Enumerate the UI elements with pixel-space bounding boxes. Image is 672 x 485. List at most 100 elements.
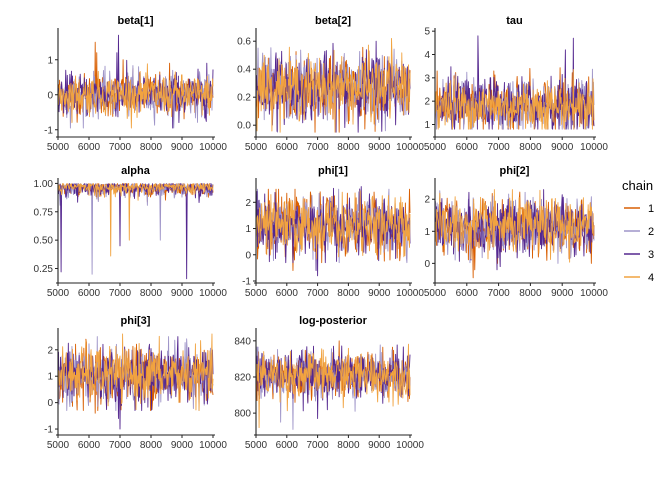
series-line-chain-4 xyxy=(255,343,411,429)
panel-title: beta[2] xyxy=(315,15,351,27)
x-tick-label: 6000 xyxy=(78,142,101,153)
y-tick-label: 3 xyxy=(424,73,430,84)
x-tick-label: 7000 xyxy=(306,142,329,153)
x-tick-label: 5000 xyxy=(47,288,70,299)
y-tick-label: 2 xyxy=(424,97,430,108)
y-tick-label: 4 xyxy=(424,50,430,61)
y-tick-label: 1 xyxy=(47,55,53,66)
y-tick-label: 0.2 xyxy=(237,93,251,104)
y-tick-label: -1 xyxy=(44,425,53,436)
x-tick-label: 10000 xyxy=(396,288,424,299)
x-tick-label: 7000 xyxy=(487,288,510,299)
x-tick-label: 9000 xyxy=(551,142,574,153)
x-tick-label: 8000 xyxy=(140,440,163,451)
x-tick-label: 5000 xyxy=(245,440,268,451)
x-tick-label: 5000 xyxy=(47,440,70,451)
panel-title: alpha xyxy=(121,165,151,177)
y-tick-label: 0.25 xyxy=(34,264,54,275)
x-tick-label: 6000 xyxy=(276,288,299,299)
y-tick-label: 0.50 xyxy=(34,236,54,247)
legend-label-chain-3: 3 xyxy=(648,249,654,261)
x-tick-label: 10000 xyxy=(580,288,608,299)
y-tick-label: 840 xyxy=(234,336,251,347)
x-tick-label: 6000 xyxy=(276,142,299,153)
y-tick-label: 0.4 xyxy=(237,65,251,76)
y-tick-label: 2 xyxy=(47,345,53,356)
panel-alpha: alpha 0.25 0.50 0.75 1.00 5000 6000 7000 8000 900… xyxy=(34,165,228,299)
y-tick-label: 0 xyxy=(245,250,251,261)
y-tick-label: 0.0 xyxy=(237,121,251,132)
x-tick-label: 9000 xyxy=(551,288,574,299)
y-tick-label: -1 xyxy=(44,125,53,136)
series-line-chain-4 xyxy=(434,189,595,263)
panel-beta-1-: beta[1] -1 0 1 5000 6000 7000 8000 9000 10000 xyxy=(44,15,227,153)
x-tick-label: 5000 xyxy=(245,288,268,299)
x-tick-label: 5000 xyxy=(245,142,268,153)
series-line-chain-4 xyxy=(57,183,214,257)
series-line-chain-3 xyxy=(57,182,214,280)
series-line-chain-3 xyxy=(255,344,411,419)
x-tick-label: 10000 xyxy=(580,142,608,153)
panel-beta-2-: beta[2] 0.0 0.2 0.4 0.6 5000 6000 7000 8000 9000 1… xyxy=(237,15,424,153)
x-tick-label: 10000 xyxy=(199,288,227,299)
series-line-chain-3 xyxy=(434,189,595,271)
x-tick-label: 6000 xyxy=(456,288,479,299)
panel-title: phi[3] xyxy=(121,315,151,327)
panel-phi-1-: phi[1] -1 0 1 2 5000 6000 7000 8000 9000 10000 xyxy=(242,165,424,299)
x-tick-label: 10000 xyxy=(199,142,227,153)
panel-log-posterior: log-posterior 800 820 840 5000 6000 7000 8000 90… xyxy=(234,315,424,451)
x-tick-label: 10000 xyxy=(199,440,227,451)
legend-label-chain-1: 1 xyxy=(648,203,654,215)
x-tick-label: 9000 xyxy=(171,142,194,153)
x-tick-label: 7000 xyxy=(487,142,510,153)
x-tick-label: 7000 xyxy=(109,142,132,153)
y-tick-label: 800 xyxy=(234,409,251,420)
series-line-chain-2 xyxy=(57,183,214,275)
panel-title: tau xyxy=(506,15,523,27)
x-tick-label: 8000 xyxy=(140,288,163,299)
panel-title: beta[1] xyxy=(117,15,153,27)
y-tick-label: 1 xyxy=(245,224,251,235)
series-line-chain-3 xyxy=(57,34,214,129)
x-tick-label: 7000 xyxy=(109,440,132,451)
x-tick-label: 7000 xyxy=(306,288,329,299)
legend: chain 1 2 3 4 xyxy=(622,178,654,284)
x-tick-label: 9000 xyxy=(171,288,194,299)
x-tick-label: 9000 xyxy=(368,440,391,451)
y-tick-label: -1 xyxy=(242,277,251,288)
panel-phi-2-: phi[2] 0 1 2 5000 6000 7000 8000 9000 10000 xyxy=(424,165,608,299)
x-tick-label: 6000 xyxy=(78,288,101,299)
x-tick-label: 6000 xyxy=(456,142,479,153)
x-tick-label: 5000 xyxy=(47,142,70,153)
x-tick-label: 6000 xyxy=(78,440,101,451)
y-tick-label: 1 xyxy=(47,372,53,383)
legend-label-chain-4: 4 xyxy=(648,272,654,284)
x-tick-label: 6000 xyxy=(276,440,299,451)
x-tick-label: 7000 xyxy=(306,440,329,451)
series-line-chain-4 xyxy=(57,63,214,129)
y-tick-label: 2 xyxy=(245,198,251,209)
panel-title: phi[2] xyxy=(500,165,530,177)
panel-title: phi[1] xyxy=(318,165,348,177)
y-tick-label: 1 xyxy=(424,120,430,131)
series-line-chain-4 xyxy=(57,333,214,411)
x-tick-label: 5000 xyxy=(424,288,447,299)
x-tick-label: 8000 xyxy=(337,440,360,451)
y-tick-label: 0.6 xyxy=(237,37,251,48)
x-tick-label: 8000 xyxy=(140,142,163,153)
x-tick-label: 9000 xyxy=(368,142,391,153)
y-tick-label: 820 xyxy=(234,372,251,383)
x-tick-label: 9000 xyxy=(368,288,391,299)
series-line-chain-4 xyxy=(434,69,595,130)
y-tick-label: 0 xyxy=(47,398,53,409)
legend-label-chain-2: 2 xyxy=(648,226,654,238)
y-tick-label: 0.75 xyxy=(34,207,54,218)
x-tick-label: 8000 xyxy=(519,288,542,299)
y-tick-label: 0 xyxy=(424,259,430,270)
series-line-chain-3 xyxy=(255,40,411,133)
x-tick-label: 8000 xyxy=(337,288,360,299)
y-tick-label: 1.00 xyxy=(34,179,54,190)
y-tick-label: 1 xyxy=(424,227,430,238)
